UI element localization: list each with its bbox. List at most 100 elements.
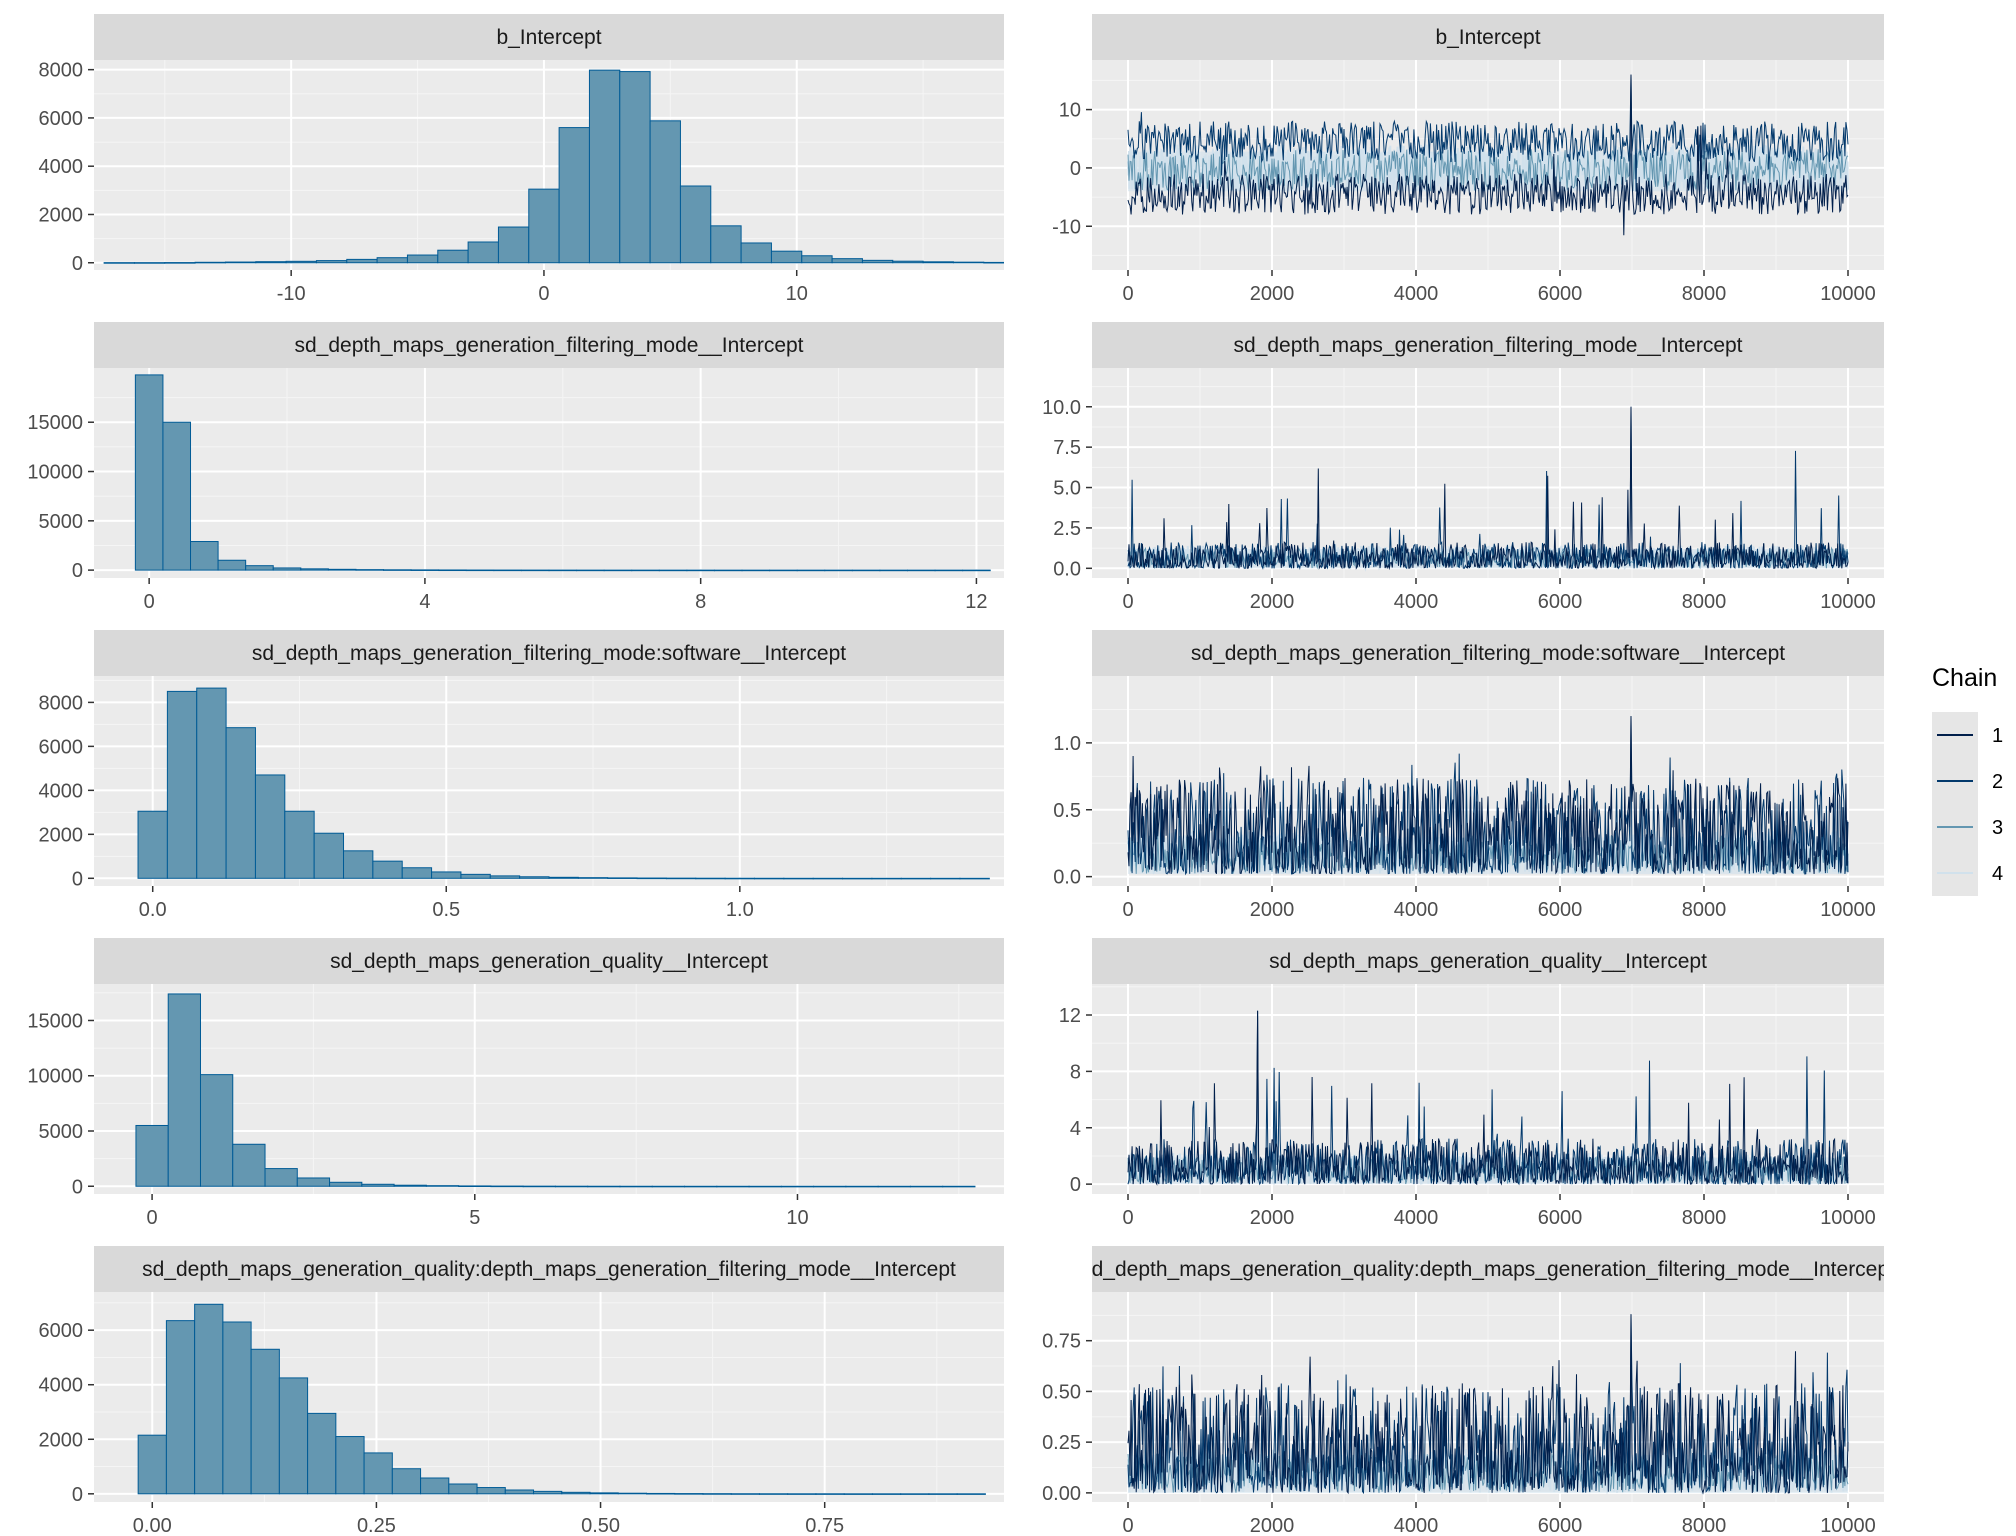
histogram-bar <box>815 1493 845 1495</box>
histogram-bar <box>284 810 315 879</box>
x-tick-label: 0.25 <box>357 1515 396 1536</box>
histogram-bar <box>928 1493 958 1495</box>
x-tick-label: 0 <box>1122 591 1133 613</box>
histogram-bar <box>489 875 521 879</box>
panel-content <box>1127 1010 1849 1187</box>
x-tick-label: 2000 <box>1250 899 1295 921</box>
y-tick-label: 0 <box>1070 158 1081 180</box>
x-tick-label: 2000 <box>1250 283 1295 305</box>
panel-histogram-4: sd_depth_maps_generation_quality__Interc… <box>27 938 1004 1229</box>
histogram-bar <box>278 1377 309 1495</box>
histogram-bar <box>194 1303 224 1495</box>
y-tick-label: 4000 <box>39 1375 84 1397</box>
x-tick-label: 4000 <box>1394 591 1439 613</box>
y-tick-label: 10000 <box>27 462 83 484</box>
histogram-bar <box>135 1124 169 1187</box>
x-tick-label: 0 <box>1122 283 1133 305</box>
x-tick-label: 8000 <box>1682 591 1727 613</box>
facet-strip <box>94 938 1004 984</box>
x-tick-label: 8000 <box>1682 899 1727 921</box>
histogram-bar <box>476 1487 506 1495</box>
facet-strip-title: sd_depth_maps_generation_quality__Interc… <box>1269 950 1707 973</box>
x-tick-label: 0.00 <box>133 1515 172 1536</box>
y-tick-label: 0 <box>72 1176 83 1198</box>
histogram-bar <box>716 1185 750 1188</box>
histogram-bar <box>497 226 530 264</box>
histogram-bar <box>224 261 257 264</box>
histogram-bar <box>425 1185 460 1187</box>
histogram-bar <box>770 250 803 264</box>
panel-histogram-1: b_Intercept -10 0 10 0 2000 4000 6000 8000 <box>39 14 1004 305</box>
facet-strip-title: sd_depth_maps_generation_filtering_mode_… <box>1233 334 1742 357</box>
trace-chain-2 <box>1127 1010 1849 1186</box>
histogram-bar <box>465 569 495 572</box>
trace-chain-1 <box>1127 716 1849 876</box>
panel-content <box>103 69 1004 264</box>
y-tick-label: 7.5 <box>1053 437 1081 459</box>
panel-content <box>1127 1314 1849 1496</box>
histogram-bar <box>376 257 408 264</box>
histogram-bar <box>724 877 755 880</box>
y-tick-label: 5000 <box>39 1121 84 1143</box>
y-tick-label: 10.0 <box>1042 397 1081 419</box>
x-tick-label: 0 <box>1122 899 1133 921</box>
panel-histogram-2: sd_depth_maps_generation_filtering_mode_… <box>27 322 1004 613</box>
histogram-bar <box>603 569 633 572</box>
x-tick-label: 12 <box>965 591 987 613</box>
histogram-bar <box>307 1412 337 1495</box>
y-tick-label: 6000 <box>39 736 84 758</box>
histogram-bar <box>393 1184 427 1187</box>
histogram-bar <box>448 1483 478 1495</box>
histogram-bar <box>730 1493 760 1495</box>
histogram-bar <box>983 261 1004 264</box>
histogram-bar <box>167 993 201 1187</box>
histogram-bar <box>619 71 651 264</box>
histogram-bar <box>906 569 936 572</box>
panel-trace-4: sd_depth_maps_generation_quality__Interc… <box>1059 938 1884 1229</box>
histogram-bar <box>346 258 378 264</box>
histogram-bar <box>934 569 964 572</box>
histogram-bar <box>355 569 385 571</box>
histogram-bar <box>522 1185 556 1188</box>
x-tick-label: 0.75 <box>805 1515 844 1536</box>
y-tick-label: 2000 <box>39 824 84 846</box>
x-tick-label: 0 <box>1122 1207 1133 1229</box>
x-tick-label: 0 <box>538 283 549 305</box>
histogram-bar <box>851 569 881 572</box>
histogram-bar <box>758 1493 789 1495</box>
histogram-bar <box>831 258 863 264</box>
y-tick-label: 8000 <box>39 692 84 714</box>
facet-strip-title: b_Intercept <box>496 26 601 49</box>
histogram-bar <box>787 1493 817 1495</box>
facet-strip-title: sd_depth_maps_generation_filtering_mode:… <box>252 642 846 665</box>
histogram-bar <box>520 569 550 572</box>
panel-content <box>1127 716 1849 876</box>
histogram-bar <box>558 127 590 264</box>
histogram-bar <box>401 867 433 879</box>
x-tick-label: 0 <box>147 1207 158 1229</box>
histogram-bar <box>406 254 439 264</box>
y-tick-label: 5000 <box>39 511 84 533</box>
trace-chain-1 <box>1127 1314 1849 1495</box>
x-tick-label: 10000 <box>1820 1207 1876 1229</box>
histogram-bar <box>665 877 697 880</box>
x-tick-label: 2000 <box>1250 1515 1295 1536</box>
y-tick-label: 0 <box>72 253 83 275</box>
histogram-bar <box>741 569 771 572</box>
histogram-bar <box>702 1493 732 1495</box>
x-tick-label: 2000 <box>1250 591 1295 613</box>
histogram-bar <box>548 876 579 879</box>
y-tick-label: 2000 <box>39 204 84 226</box>
x-tick-label: 6000 <box>1538 283 1583 305</box>
x-tick-label: 10000 <box>1820 899 1876 921</box>
histogram-bar <box>431 871 462 879</box>
facet-strip <box>1092 322 1884 368</box>
y-tick-label: 0.0 <box>1053 558 1081 580</box>
histogram-bar <box>134 374 164 571</box>
histogram-bar <box>329 1181 363 1187</box>
facet-strip-title: sd_depth_maps_generation_filtering_mode_… <box>294 334 803 357</box>
histogram-bar <box>232 1143 266 1187</box>
panel-content <box>1127 74 1849 236</box>
histogram-bar <box>133 262 166 264</box>
histogram-bar <box>845 1185 879 1188</box>
